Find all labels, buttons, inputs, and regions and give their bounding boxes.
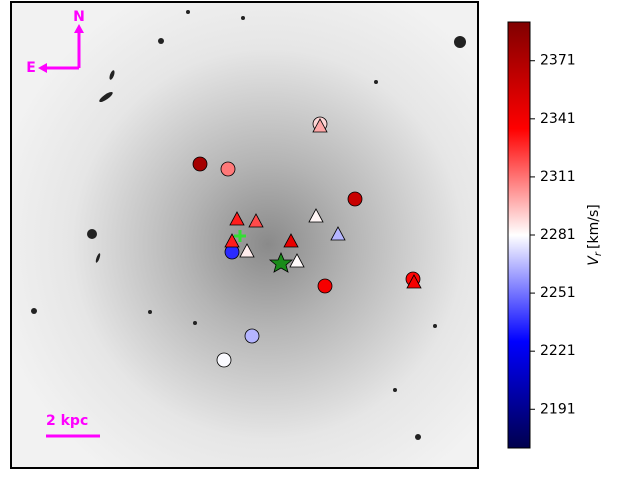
circle-marker bbox=[216, 352, 232, 368]
triangle-marker bbox=[312, 118, 328, 133]
colorbar-label-sub: r bbox=[593, 251, 604, 256]
colorbar bbox=[507, 21, 531, 449]
scale-bar-label: 2 kpc bbox=[46, 413, 88, 429]
colorbar-tick-label: 2371 bbox=[540, 53, 576, 69]
center-star bbox=[268, 251, 294, 273]
colorbar-tick-label: 2311 bbox=[540, 169, 576, 185]
colorbar-label-unit: [km/s] bbox=[586, 204, 602, 249]
circle-marker bbox=[347, 191, 363, 207]
triangle-marker bbox=[229, 211, 245, 226]
triangle-marker bbox=[239, 243, 255, 258]
circle-marker bbox=[317, 278, 333, 294]
colorbar-tick-label: 2341 bbox=[540, 111, 576, 127]
colorbar-label: Vr [km/s] bbox=[586, 204, 604, 265]
circle-marker bbox=[244, 328, 260, 344]
triangle-marker bbox=[289, 253, 305, 268]
center-cross bbox=[234, 230, 246, 242]
colorbar-label-v: V bbox=[586, 255, 602, 266]
background-sources bbox=[31, 10, 466, 440]
compass bbox=[38, 24, 100, 438]
circle-marker bbox=[220, 161, 236, 177]
triangle-marker bbox=[283, 233, 299, 248]
triangle-marker bbox=[330, 226, 346, 241]
circle-marker bbox=[192, 156, 208, 172]
colorbar-tick-label: 2251 bbox=[540, 285, 576, 301]
compass-east: E bbox=[26, 60, 36, 76]
colorbar-tick-label: 2281 bbox=[540, 227, 576, 243]
colorbar-tick-label: 2191 bbox=[540, 401, 576, 417]
compass-north: N bbox=[73, 9, 85, 25]
triangle-marker bbox=[224, 233, 240, 248]
triangle-marker bbox=[308, 208, 324, 223]
triangle-marker bbox=[248, 213, 264, 228]
triangle-marker bbox=[406, 274, 422, 289]
colorbar-tick-label: 2221 bbox=[540, 343, 576, 359]
points bbox=[192, 116, 422, 368]
